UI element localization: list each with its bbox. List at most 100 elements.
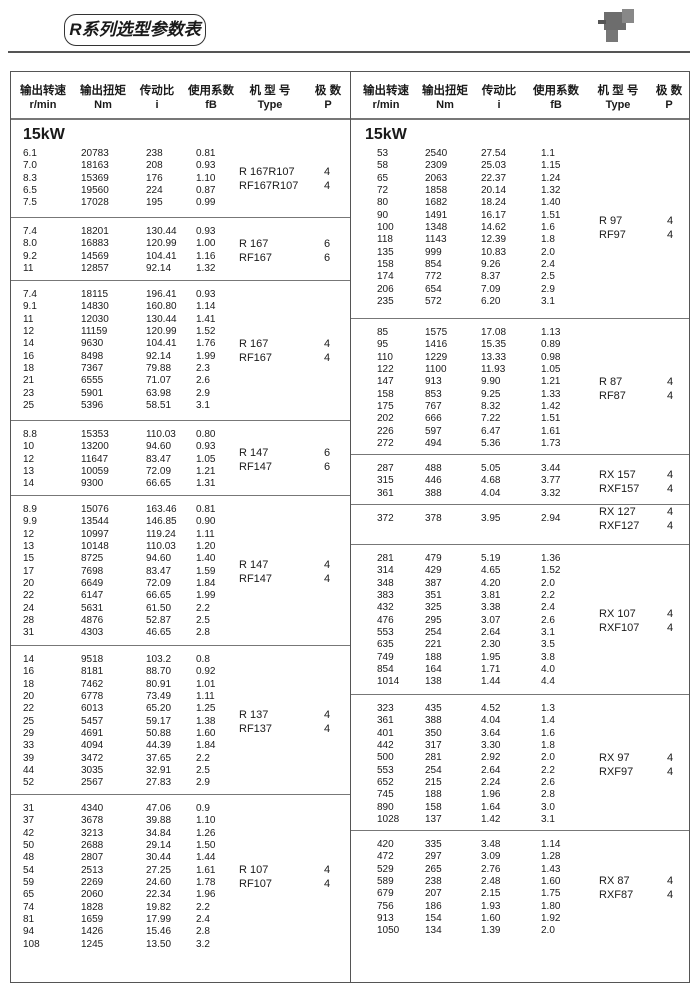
table-row: 12 11647 83.47 1.05 (11, 454, 350, 466)
service-factor-cell: 2.8 (196, 926, 210, 938)
speed-cell: 12 (23, 453, 35, 465)
service-factor-cell: 2.0 (541, 925, 555, 937)
type-line: RF107 4 (239, 877, 350, 891)
service-factor-cell: 1.84 (196, 740, 216, 752)
type-block: R 107 4 RF107 4 (239, 863, 350, 891)
ratio-cell: 8.32 (481, 401, 501, 413)
torque-cell: 2309 (425, 160, 448, 172)
torque-cell: 18201 (81, 226, 109, 237)
ratio-cell: 2.76 (481, 863, 501, 875)
speed-cell: 281 (377, 553, 394, 564)
speed-cell: 23 (23, 387, 35, 399)
speed-cell: 206 (377, 283, 394, 295)
table-row: 272 494 5.36 1.73 (351, 438, 689, 450)
service-factor-cell: 0.93 (196, 160, 216, 172)
ratio-cell: 1.39 (481, 925, 501, 937)
group-rows: 281 479 5.19 1.36 314 429 4.65 1.52 348 387 4.20 2.… (351, 553, 689, 689)
speed-cell: 14 (23, 654, 35, 665)
service-factor-cell: 2.8 (196, 627, 210, 639)
speed-cell: 589 (377, 876, 394, 888)
table-header: 输出转速 r/min 输出扭矩 Nm 传动比 i 使用系数 fB 机 型 号 Type 极 数 P (11, 72, 350, 120)
service-factor-cell: 0.87 (196, 185, 216, 197)
service-factor-cell: 1.75 (541, 888, 561, 900)
service-factor-cell: 1.43 (541, 863, 561, 875)
torque-cell: 446 (425, 475, 442, 487)
ratio-cell: 17.99 (146, 914, 172, 926)
ratio-cell: 20.14 (481, 185, 507, 197)
service-factor-cell: 2.0 (541, 577, 555, 589)
table-row: 72 1858 20.14 1.32 (351, 185, 689, 197)
torque-cell: 494 (425, 438, 442, 450)
ratio-cell: 9.26 (481, 259, 501, 271)
torque-cell: 154 (425, 913, 442, 925)
speed-cell: 420 (377, 839, 394, 850)
ratio-cell: 39.88 (146, 815, 172, 827)
header-torque-unit: Nm (436, 99, 454, 111)
speed-cell: 65 (377, 172, 389, 184)
torque-cell: 14830 (81, 301, 109, 313)
torque-cell: 10059 (81, 466, 109, 478)
torque-cell: 387 (425, 577, 442, 589)
speed-cell: 122 (377, 364, 394, 376)
ratio-cell: 63.98 (146, 387, 172, 399)
ratio-cell: 6.20 (481, 296, 501, 308)
ratio-cell: 195 (146, 197, 163, 209)
table-row: 80 1682 18.24 1.40 (351, 197, 689, 209)
ratio-cell: 1.42 (481, 814, 501, 826)
ratio-cell: 110.03 (146, 429, 176, 440)
service-factor-cell: 0.93 (196, 441, 216, 453)
table-row: 52 2567 27.83 2.9 (11, 777, 350, 789)
group-rows: 31 4340 47.06 0.9 37 3678 39.88 1.10 42 3213 34.84… (11, 803, 350, 951)
group-rows: 287 488 5.05 3.44 315 446 4.68 3.77 361 388 4.04 3.… (351, 463, 689, 500)
pole-count: 4 (667, 765, 674, 778)
model-type: RXF107 (599, 621, 640, 634)
speed-cell: 749 (377, 651, 394, 663)
table-row: 235 572 6.20 3.1 (351, 296, 689, 308)
ratio-cell: 61.50 (146, 602, 172, 614)
table-row: 94 1426 15.46 2.8 (11, 926, 350, 938)
torque-cell: 5396 (81, 400, 104, 412)
pole-count: 6 (324, 446, 331, 459)
header-speed-cn: 输出转速 (363, 85, 409, 97)
model-type: RX 127 (599, 506, 636, 519)
torque-cell: 6147 (81, 590, 104, 602)
service-factor-cell: 2.6 (541, 777, 555, 789)
torque-cell: 854 (425, 259, 442, 271)
speed-cell: 31 (23, 803, 35, 814)
service-factor-cell: 1.3 (541, 703, 555, 714)
model-type: RF87 (599, 389, 626, 402)
torque-cell: 479 (425, 553, 442, 564)
table-row: 589 238 2.48 1.60 (351, 876, 689, 888)
ratio-cell: 73.49 (146, 691, 172, 703)
table-row: 65 2060 22.34 1.96 (11, 889, 350, 901)
torque-cell: 2513 (81, 864, 104, 876)
table-row: 529 265 2.76 1.43 (351, 864, 689, 876)
torque-cell: 435 (425, 703, 442, 714)
service-factor-cell: 1.21 (196, 466, 216, 478)
service-factor-cell: 2.9 (196, 387, 210, 399)
table-row: 652 215 2.24 2.6 (351, 777, 689, 789)
ratio-cell: 110.03 (146, 541, 176, 553)
group-rows: 85 1575 17.08 1.13 95 1416 15.35 0.89 110 1229 13.… (351, 327, 689, 450)
ratio-cell: 1.96 (481, 789, 501, 801)
torque-cell: 13544 (81, 516, 109, 528)
table-row: 42 3213 34.84 1.26 (11, 828, 350, 840)
speed-cell: 287 (377, 463, 394, 474)
torque-cell: 20783 (81, 148, 109, 159)
type-line: RX 87 4 (599, 874, 689, 888)
header-ratio-cn: 传动比 (481, 85, 517, 97)
speed-cell: 24 (23, 602, 35, 614)
torque-cell: 767 (425, 401, 442, 413)
service-factor-cell: 3.1 (541, 627, 555, 639)
model-type: RF167 (239, 251, 273, 264)
ratio-cell: 146.85 (146, 516, 177, 528)
group-rows: 372 378 3.95 2.94 (351, 513, 689, 525)
ratio-cell: 94.60 (146, 553, 172, 565)
type-line: RF147 6 (239, 460, 350, 474)
ratio-cell: 4.20 (481, 577, 501, 589)
model-group: 15kW 53 2540 27.54 1.1 58 2309 25.03 1.15 65 2063 2… (351, 120, 689, 319)
group-rows: 8.9 15076 163.46 0.81 9.9 13544 146.85 0.90 12 10… (11, 504, 350, 640)
ratio-cell: 3.95 (481, 513, 501, 524)
torque-cell: 188 (425, 789, 442, 801)
service-factor-cell: 2.4 (196, 914, 210, 926)
